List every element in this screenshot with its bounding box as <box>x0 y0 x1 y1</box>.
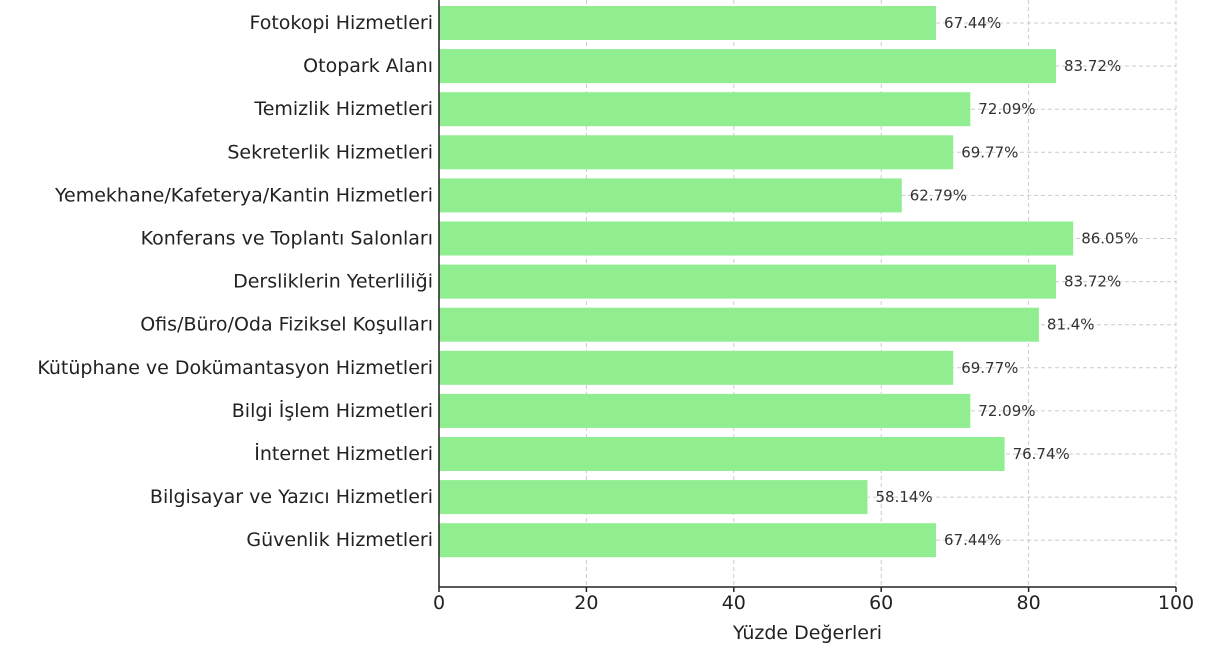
value-label: 67.44% <box>944 14 1001 32</box>
bar <box>439 351 953 385</box>
bar <box>439 480 867 514</box>
value-label: 86.05% <box>1081 230 1138 248</box>
value-label: 83.72% <box>1064 57 1121 75</box>
category-labels: Fotokopi Hizmetleri Otopark Alanı Temizlik… <box>37 12 433 551</box>
bar <box>439 135 953 169</box>
bar <box>439 178 902 212</box>
bar <box>439 92 970 126</box>
value-label: 81.4% <box>1047 316 1095 334</box>
category-label: Fotokopi Hizmetleri <box>249 12 433 34</box>
bar <box>439 394 970 428</box>
category-label: Dersliklerin Yeterliliği <box>233 271 433 293</box>
x-tick-label: 60 <box>869 592 893 614</box>
value-label: 76.74% <box>1013 445 1070 463</box>
category-label: Güvenlik Hizmetleri <box>246 529 433 551</box>
category-label: Otopark Alanı <box>303 55 433 77</box>
category-label: Yemekhane/Kafeterya/Kantin Hizmetleri <box>54 184 433 206</box>
x-tick-labels: 0 20 40 60 80 100 <box>433 592 1194 614</box>
bar <box>439 265 1056 299</box>
x-tick-label: 40 <box>722 592 746 614</box>
category-label: Temizlik Hizmetleri <box>253 98 433 120</box>
category-label: Bilgisayar ve Yazıcı Hizmetleri <box>150 486 433 508</box>
bar <box>439 523 936 557</box>
category-label: Ofis/Büro/Oda Fiziksel Koşulları <box>140 314 433 336</box>
value-label: 69.77% <box>961 359 1018 377</box>
value-label: 83.72% <box>1064 273 1121 291</box>
x-axis-title: Yüzde Değerleri <box>732 622 882 644</box>
bars <box>439 6 1073 557</box>
category-label: Kütüphane ve Dokümantasyon Hizmetleri <box>37 357 433 379</box>
bar <box>439 6 936 40</box>
x-tick-label: 100 <box>1158 592 1194 614</box>
bar <box>439 308 1039 342</box>
x-tick-label: 80 <box>1017 592 1041 614</box>
category-label: Konferans ve Toplantı Salonları <box>141 228 433 250</box>
value-label: 62.79% <box>910 186 967 204</box>
category-label: Sekreterlik Hizmetleri <box>227 141 433 163</box>
value-label: 67.44% <box>944 531 1001 549</box>
value-label: 58.14% <box>875 488 932 506</box>
bar <box>439 437 1005 471</box>
category-label: İnternet Hizmetleri <box>254 442 433 465</box>
x-tick-label: 0 <box>433 592 445 614</box>
value-label: 69.77% <box>961 143 1018 161</box>
value-label: 72.09% <box>978 402 1035 420</box>
bar <box>439 49 1056 83</box>
category-label: Bilgi İşlem Hizmetleri <box>232 399 433 422</box>
value-label: 72.09% <box>978 100 1035 118</box>
x-tick-label: 20 <box>574 592 598 614</box>
bar <box>439 222 1073 256</box>
